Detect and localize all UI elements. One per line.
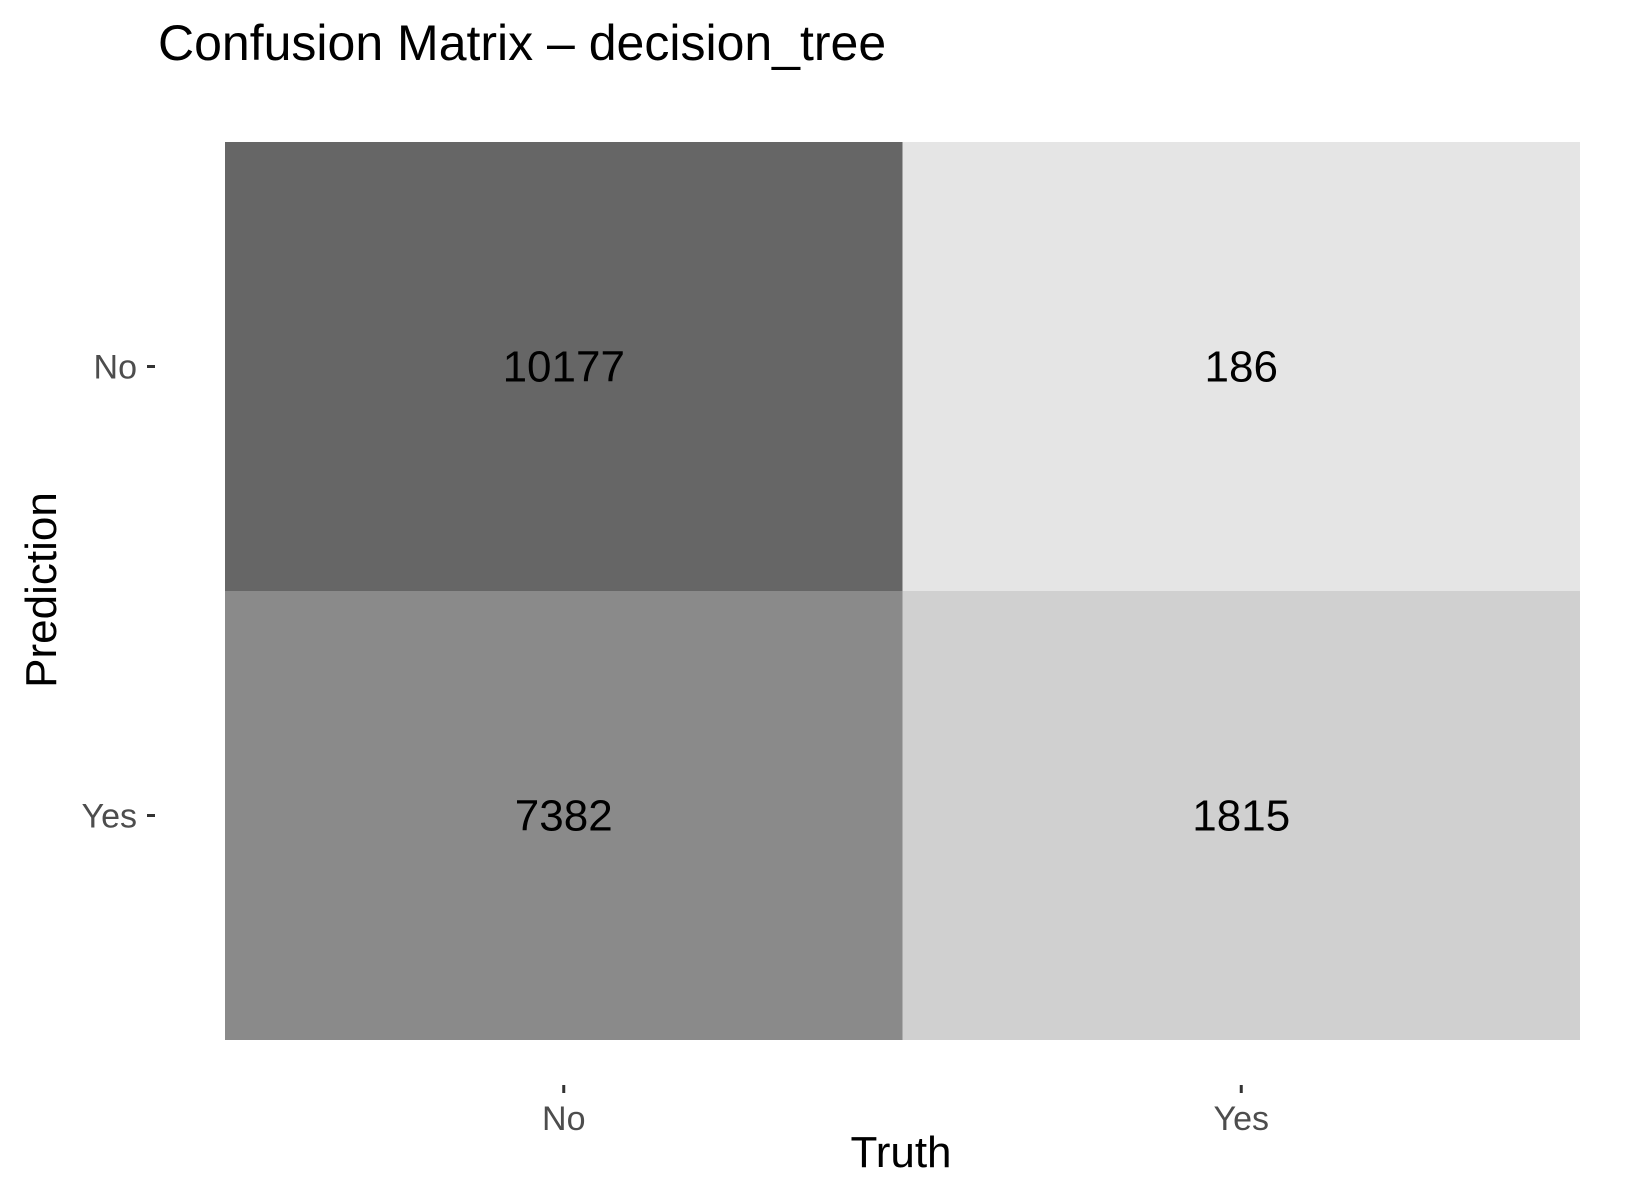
heatmap-cells <box>225 142 1580 1040</box>
cell-value-pred-yes-truth-no: 7382 <box>515 792 613 841</box>
cell-value-labels: 10177 186 7382 1815 <box>503 343 1291 841</box>
cell-value-pred-no-truth-no: 10177 <box>503 343 625 392</box>
heatmap-cell-pred-yes-truth-yes <box>902 591 1580 1040</box>
axes: No Yes No Yes <box>82 349 1269 1139</box>
x-tick-label-no: No <box>542 1100 585 1138</box>
cell-value-pred-yes-truth-yes: 1815 <box>1192 792 1290 841</box>
x-tick-label-yes: Yes <box>1214 1100 1269 1138</box>
chart-title: Confusion Matrix – decision_tree <box>158 15 887 71</box>
heatmap-cell-pred-yes-truth-no <box>225 591 903 1040</box>
y-axis-title: Prediction <box>17 492 66 688</box>
heatmap-cell-pred-no-truth-yes <box>902 142 1580 591</box>
y-tick-label-yes: Yes <box>82 798 137 836</box>
x-axis-title: Truth <box>850 1128 951 1177</box>
heatmap-cell-pred-no-truth-no <box>225 142 903 591</box>
y-tick-label-no: No <box>94 349 137 387</box>
cell-value-pred-no-truth-yes: 186 <box>1205 343 1278 392</box>
